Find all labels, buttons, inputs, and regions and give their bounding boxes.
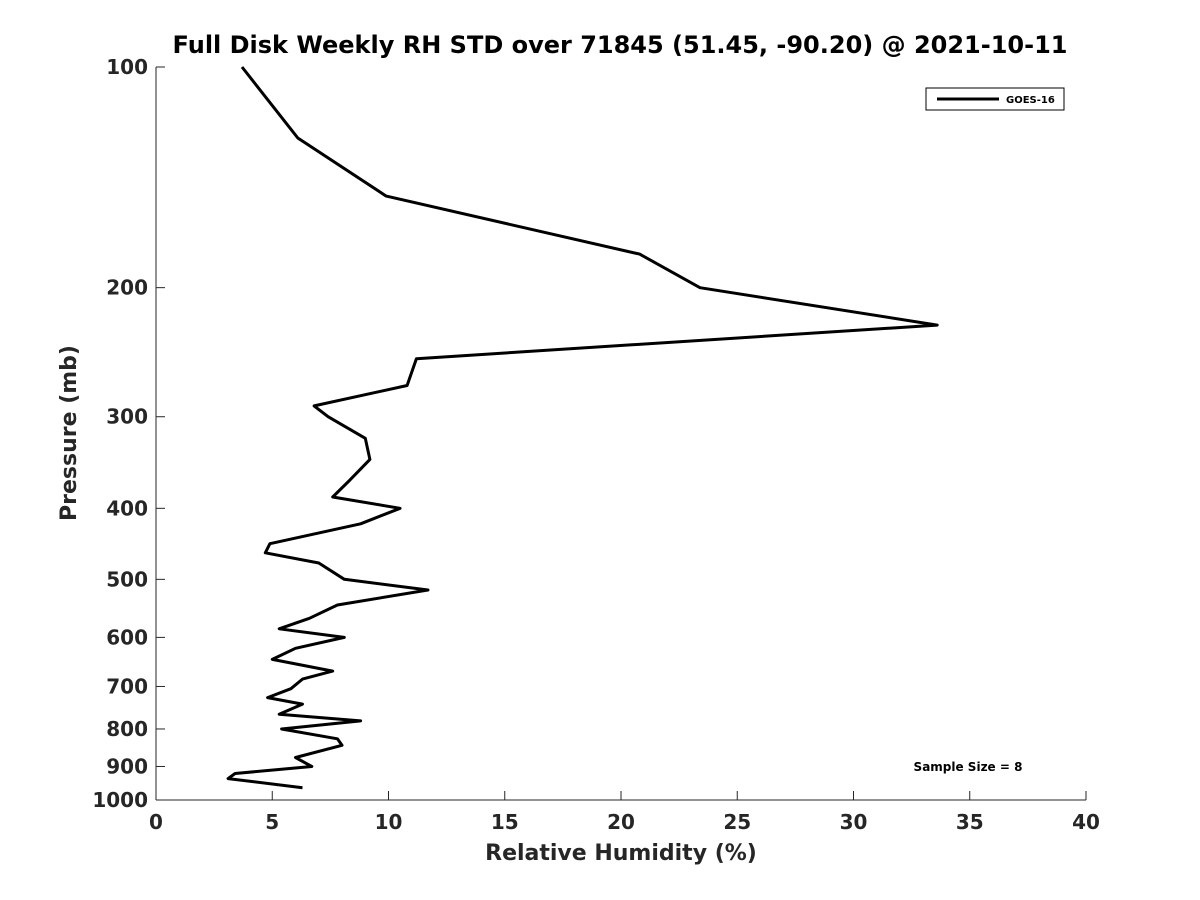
x-tick-label: 30 (840, 810, 868, 834)
y-tick-label: 300 (106, 405, 148, 429)
legend-label: GOES-16 (1006, 95, 1055, 106)
y-tick-label: 500 (106, 567, 148, 591)
y-tick-label: 100 (106, 55, 148, 79)
x-tick-label: 10 (375, 810, 403, 834)
x-tick-label: 15 (491, 810, 519, 834)
y-tick-label: 700 (106, 674, 148, 698)
chart-title: Full Disk Weekly RH STD over 71845 (51.4… (173, 31, 1068, 59)
y-tick-label: 400 (106, 496, 148, 520)
x-tick-label: 35 (956, 810, 984, 834)
y-axis-ticks: 100 200 300 400 500 600 700 800 900 1000 (92, 55, 165, 812)
x-tick-label: 25 (723, 810, 751, 834)
x-axis-label: Relative Humidity (%) (485, 841, 757, 866)
y-tick-label: 600 (106, 625, 148, 649)
y-tick-label: 900 (106, 754, 148, 778)
series-line-goes-16 (226, 66, 939, 790)
x-tick-label: 0 (149, 810, 163, 834)
y-tick-label: 1000 (92, 788, 148, 812)
x-tick-label: 20 (607, 810, 635, 834)
legend: GOES-16 (925, 87, 1065, 111)
x-tick-label: 40 (1072, 810, 1100, 834)
y-tick-label: 200 (106, 276, 148, 300)
sample-size-annotation: Sample Size = 8 (914, 760, 1023, 774)
x-tick-label: 5 (265, 810, 279, 834)
x-axis-ticks: 0 5 10 15 20 25 30 35 40 (149, 791, 1100, 834)
y-tick-label: 800 (106, 717, 148, 741)
y-axis-label: Pressure (mb) (57, 345, 82, 521)
